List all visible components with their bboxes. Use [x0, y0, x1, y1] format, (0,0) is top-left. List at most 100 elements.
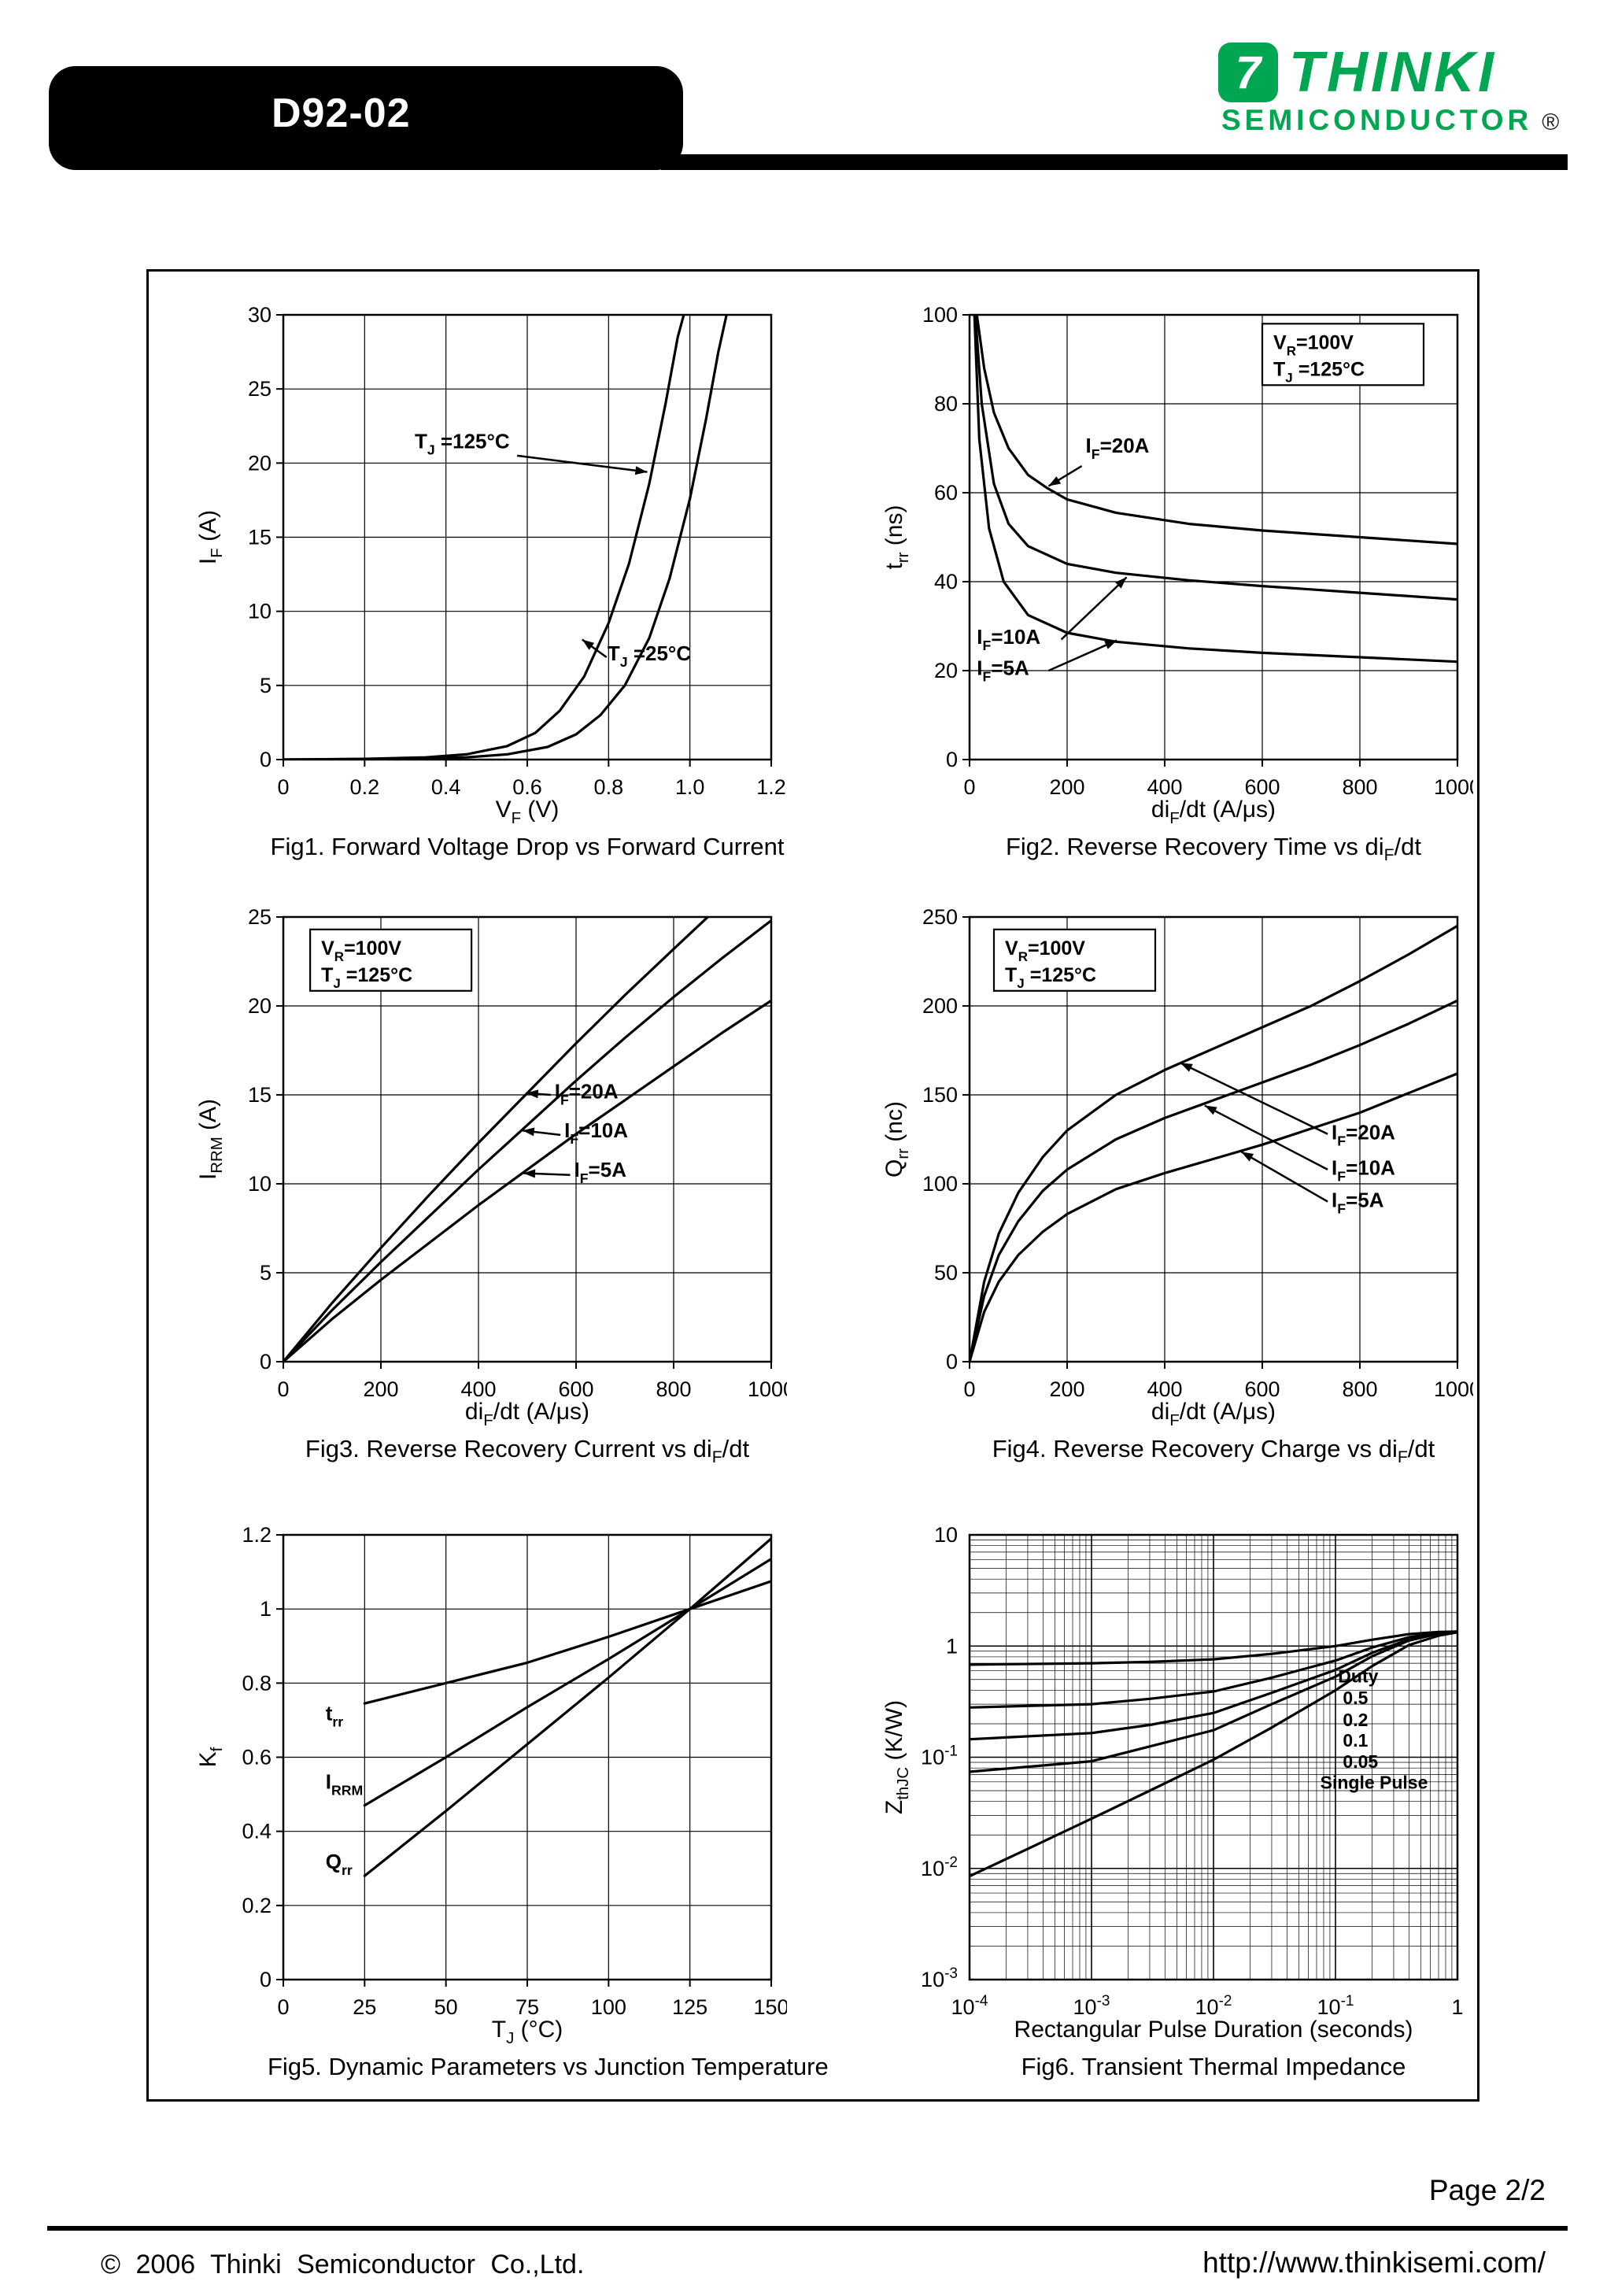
svg-text:5: 5: [260, 674, 272, 697]
figure-caption: Fig4. Reverse Recovery Charge vs diF/dt: [992, 1435, 1435, 1467]
svg-text:20: 20: [934, 659, 958, 682]
svg-text:50: 50: [934, 1261, 958, 1285]
svg-text:0.2: 0.2: [350, 775, 380, 799]
chart-fig5: 0 25 50 75 100 125 150 0 0.2 0.4 0.6 0.8 1 1.2 trr IRRM…: [195, 1523, 787, 2046]
svg-text:75: 75: [515, 1995, 539, 2019]
svg-text:Single Pulse: Single Pulse: [1321, 1773, 1428, 1793]
svg-text:10-2: 10-2: [1195, 1993, 1232, 2019]
svg-text:0.05: 0.05: [1343, 1751, 1378, 1772]
svg-text:200: 200: [1049, 1377, 1084, 1401]
svg-text:15: 15: [248, 1083, 272, 1107]
svg-text:0: 0: [946, 748, 958, 771]
svg-text:400: 400: [460, 1377, 496, 1401]
svg-text:Rectangular Pulse Duration (se: Rectangular Pulse Duration (seconds): [1014, 2017, 1413, 2043]
brand-logo-icon: 7: [1218, 43, 1278, 102]
svg-text:200: 200: [1049, 775, 1084, 799]
svg-text:TJ =125°C: TJ =125°C: [321, 964, 412, 991]
page-title: D92-02: [272, 91, 411, 136]
figure-caption: Fig3. Reverse Recovery Current vs diF/dt: [305, 1435, 750, 1467]
figure-fig6: 10-4 10-3 10-2 10-1 1 10-3 10-2 10-1 1 10 Duty 0.5 0…: [875, 1518, 1473, 2081]
svg-text:trr (ns): trr (ns): [881, 505, 912, 570]
svg-text:0.4: 0.4: [242, 1820, 272, 1843]
svg-text:0.2: 0.2: [242, 1894, 272, 1917]
svg-text:TJ =25°C: TJ =25°C: [608, 641, 691, 670]
svg-text:10-3: 10-3: [1073, 1993, 1110, 2019]
figure-caption: Fig2. Reverse Recovery Time vs diF/dt: [1005, 833, 1421, 865]
svg-text:IF=10A: IF=10A: [564, 1118, 628, 1147]
svg-text:10: 10: [934, 1523, 958, 1547]
svg-text:0.8: 0.8: [242, 1671, 272, 1695]
svg-text:400: 400: [1147, 1377, 1182, 1401]
svg-text:TJ =125°C: TJ =125°C: [1273, 358, 1365, 385]
svg-text:20: 20: [248, 994, 272, 1018]
svg-text:0: 0: [260, 1350, 272, 1374]
brand-logo-row: 7 THINKI: [1218, 43, 1559, 102]
svg-text:100: 100: [591, 1995, 626, 2019]
svg-text:TJ =125°C: TJ =125°C: [1005, 964, 1096, 991]
svg-text:IF=10A: IF=10A: [1332, 1156, 1395, 1185]
svg-text:80: 80: [934, 392, 958, 416]
svg-text:40: 40: [934, 570, 958, 593]
svg-text:IF=5A: IF=5A: [977, 656, 1029, 685]
svg-text:15: 15: [248, 526, 272, 549]
svg-text:trr: trr: [326, 1701, 344, 1729]
svg-text:10-2: 10-2: [921, 1854, 958, 1880]
svg-text:Duty: Duty: [1338, 1666, 1378, 1687]
svg-text:250: 250: [922, 905, 958, 929]
brand-subtitle-row: SEMICONDUCTOR ®: [1218, 105, 1559, 135]
figure-fig5: 0 25 50 75 100 125 150 0 0.2 0.4 0.6 0.8 1 1.2 trr IRRM…: [189, 1518, 829, 2081]
svg-text:Qrr (nc): Qrr (nc): [881, 1101, 912, 1178]
svg-text:0: 0: [260, 1968, 272, 1991]
svg-text:1.2: 1.2: [242, 1523, 272, 1547]
svg-text:10-4: 10-4: [951, 1993, 988, 2019]
svg-text:1: 1: [1451, 1995, 1463, 2019]
svg-text:0: 0: [277, 1995, 289, 2019]
figure-fig1: 0 0.2 0.4 0.6 0.8 1.0 1.2 0 5 10 15 20 25 30 TJ =125°C…: [189, 298, 787, 861]
svg-text:0.2: 0.2: [1343, 1710, 1368, 1730]
svg-text:IF=5A: IF=5A: [1332, 1188, 1384, 1216]
svg-text:25: 25: [248, 905, 272, 929]
svg-text:IF (A): IF (A): [195, 510, 226, 564]
svg-text:VR=100V: VR=100V: [321, 937, 401, 964]
svg-text:0: 0: [260, 748, 272, 771]
svg-text:600: 600: [1244, 1377, 1280, 1401]
svg-text:150: 150: [753, 1995, 787, 2019]
figure-caption: Fig5. Dynamic Parameters vs Junction Tem…: [268, 2053, 829, 2080]
svg-text:IF=5A: IF=5A: [574, 1158, 627, 1186]
svg-text:IF=20A: IF=20A: [555, 1080, 619, 1108]
svg-text:25: 25: [353, 1995, 376, 2019]
svg-text:5: 5: [260, 1261, 272, 1285]
svg-text:10: 10: [248, 1172, 272, 1196]
header-rule: [661, 154, 1568, 170]
copyright: © 2006 Thinki Semiconductor Co.,Ltd.: [101, 2250, 585, 2279]
header-tab: [49, 66, 683, 170]
svg-text:1.0: 1.0: [675, 775, 705, 799]
svg-text:VF (V): VF (V): [496, 797, 560, 826]
website-link[interactable]: http://www.thinkisemi.com/: [1202, 2246, 1546, 2279]
svg-text:0.4: 0.4: [431, 775, 461, 799]
brand-logo: 7 THINKI SEMICONDUCTOR ®: [1218, 43, 1559, 135]
svg-text:800: 800: [1342, 1377, 1377, 1401]
svg-text:50: 50: [434, 1995, 458, 2019]
svg-text:0.8: 0.8: [594, 775, 624, 799]
svg-text:diF/dt (A/μs): diF/dt (A/μs): [1151, 1399, 1276, 1429]
svg-text:800: 800: [1342, 775, 1377, 799]
svg-text:25: 25: [248, 377, 272, 401]
svg-text:1: 1: [946, 1634, 958, 1658]
svg-text:125: 125: [672, 1995, 707, 2019]
svg-text:diF/dt (A/μs): diF/dt (A/μs): [1151, 797, 1276, 826]
svg-text:0.6: 0.6: [512, 775, 542, 799]
svg-text:0: 0: [277, 775, 289, 799]
svg-text:150: 150: [922, 1083, 958, 1107]
svg-text:0: 0: [946, 1350, 958, 1374]
svg-text:10-1: 10-1: [1317, 1993, 1354, 2019]
svg-text:200: 200: [922, 994, 958, 1018]
